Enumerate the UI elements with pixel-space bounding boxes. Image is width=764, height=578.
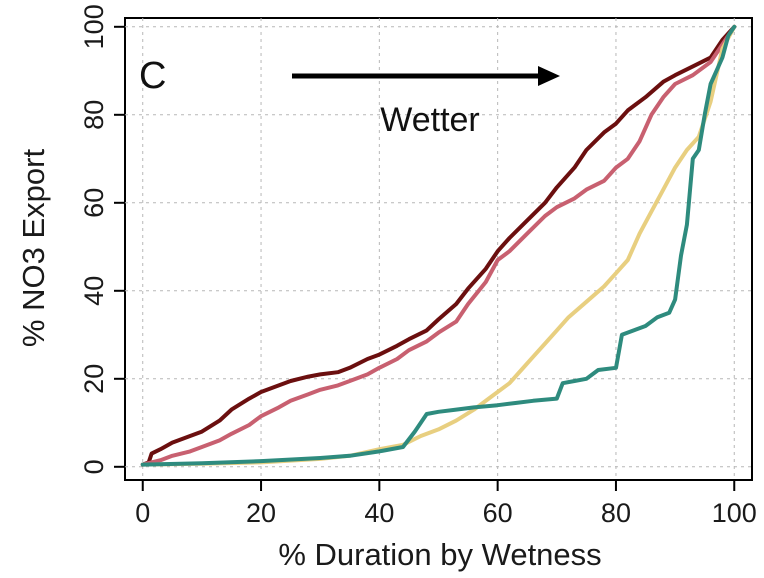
- x-tick-label: 100: [712, 498, 757, 528]
- x-tick-label: 0: [135, 498, 150, 528]
- y-tick-label: 100: [79, 4, 109, 49]
- x-tick-label: 40: [364, 498, 394, 528]
- x-axis-title: % Duration by Wetness: [278, 537, 601, 572]
- y-tick-label: 60: [79, 188, 109, 218]
- series-lines: [140, 24, 737, 467]
- axis-ticks: 0 20 40 60 80 100 0 20 40 60 80 100: [79, 4, 757, 528]
- x-tick-label: 60: [483, 498, 513, 528]
- y-axis-title: % NO3 Export: [16, 149, 51, 348]
- y-tick-label: 20: [79, 364, 109, 394]
- y-tick-label: 40: [79, 276, 109, 306]
- series-line-pink: [140, 24, 737, 467]
- y-tick-label: 80: [79, 100, 109, 130]
- series-line-yellow: [140, 24, 737, 467]
- series-line-darkred: [140, 24, 737, 467]
- x-tick-label: 20: [246, 498, 276, 528]
- y-tick-label: 0: [79, 459, 109, 474]
- annotation-text: Wetter: [380, 101, 480, 139]
- x-tick-label: 80: [601, 498, 631, 528]
- grid-lines: [125, 18, 752, 480]
- wetter-arrow-head: [538, 66, 560, 86]
- panel-label: C: [139, 55, 166, 97]
- series-line-teal: [140, 24, 737, 467]
